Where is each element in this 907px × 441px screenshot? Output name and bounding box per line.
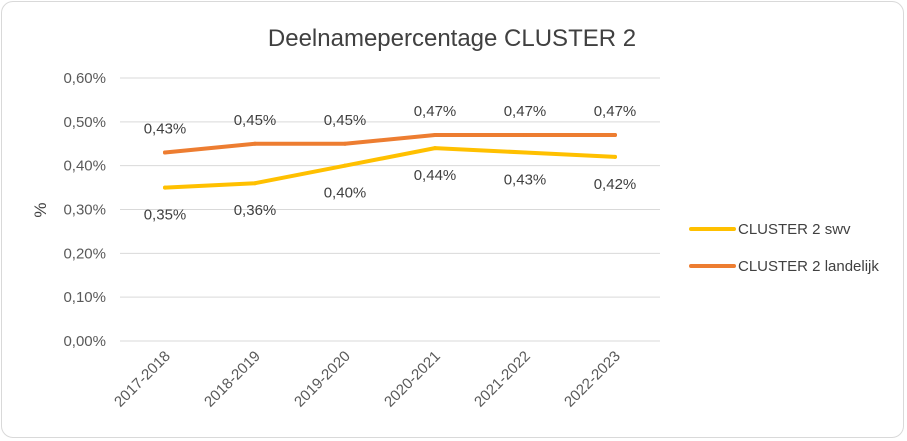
data-point xyxy=(523,132,527,137)
legend-label: CLUSTER 2 swv xyxy=(738,221,851,238)
data-point xyxy=(433,132,437,137)
data-labels: 0,35% 0,36% 0,40% 0,44% 0,43% 0,42% 0,43% 0,45%… xyxy=(144,103,637,224)
x-tick-label: 2017-2018 xyxy=(111,348,174,411)
x-tick-label: 2020-2021 xyxy=(381,348,444,411)
data-label: 0,42% xyxy=(594,176,637,193)
y-tick-label: 0,00% xyxy=(63,333,106,350)
data-label: 0,45% xyxy=(234,112,277,129)
data-label: 0,45% xyxy=(324,112,367,129)
data-point xyxy=(613,132,617,137)
y-tick-label: 0,60% xyxy=(63,70,106,87)
data-point xyxy=(433,146,437,151)
data-label: 0,35% xyxy=(144,207,187,224)
x-tick-label: 2021-2022 xyxy=(471,348,534,411)
y-axis-ticks: 0,00% 0,10% 0,20% 0,30% 0,40% 0,50% 0,60% xyxy=(63,70,106,350)
x-axis-ticks: 2017-2018 2018-2019 2019-2020 2020-2021 2021… xyxy=(111,348,624,411)
data-point xyxy=(163,185,167,190)
series-lines xyxy=(163,132,617,190)
data-label: 0,47% xyxy=(594,103,637,120)
legend: CLUSTER 2 swv CLUSTER 2 landelijk xyxy=(689,221,879,275)
data-label: 0,36% xyxy=(234,202,277,219)
series-line-1 xyxy=(163,146,617,190)
y-tick-label: 0,40% xyxy=(63,158,106,175)
data-point xyxy=(163,150,167,155)
x-tick-label: 2018-2019 xyxy=(201,348,264,411)
gridlines xyxy=(120,77,660,342)
y-tick-label: 0,50% xyxy=(63,114,106,131)
data-point xyxy=(343,141,347,146)
x-tick-label: 2022-2023 xyxy=(561,348,624,411)
data-point xyxy=(613,154,617,159)
y-tick-label: 0,20% xyxy=(63,245,106,262)
y-axis-label: % xyxy=(31,202,50,217)
y-tick-label: 0,10% xyxy=(63,289,106,306)
data-label: 0,47% xyxy=(504,103,547,120)
data-label: 0,47% xyxy=(414,103,457,120)
data-label: 0,43% xyxy=(144,121,187,138)
series-line-2 xyxy=(163,132,617,155)
y-tick-label: 0,30% xyxy=(63,202,106,219)
data-point xyxy=(343,163,347,168)
data-point xyxy=(253,181,257,186)
chart-title: Deelnamepercentage CLUSTER 2 xyxy=(268,25,636,52)
legend-label: CLUSTER 2 landelijk xyxy=(738,258,879,275)
data-point xyxy=(253,141,257,146)
x-tick-label: 2019-2020 xyxy=(291,348,354,411)
data-label: 0,43% xyxy=(504,172,547,189)
data-label: 0,44% xyxy=(414,167,457,184)
data-point xyxy=(523,150,527,155)
data-label: 0,40% xyxy=(324,185,367,202)
